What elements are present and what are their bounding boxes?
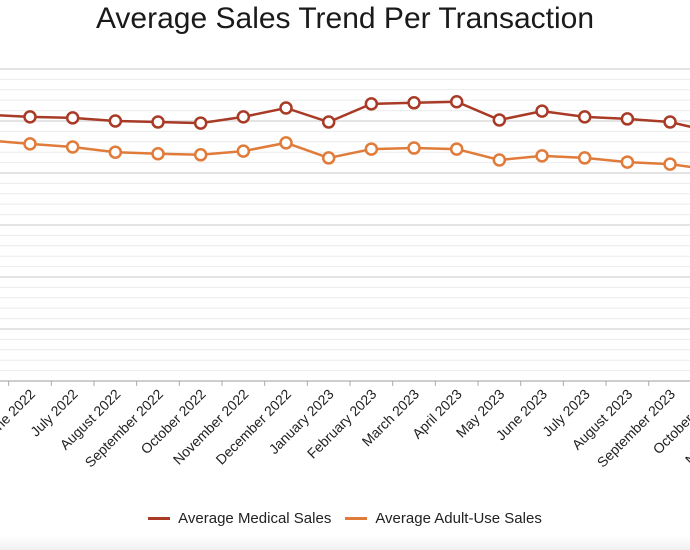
series-line-medical [0, 100, 690, 128]
data-point [492, 153, 507, 167]
x-tick-label: December 2022 [212, 386, 294, 468]
data-point [407, 141, 421, 155]
data-point [65, 111, 80, 125]
x-tick-label: November 2022 [170, 386, 252, 468]
data-point [108, 114, 123, 128]
data-point [535, 104, 549, 118]
data-point [663, 157, 677, 171]
bottom-shadow [0, 536, 690, 550]
data-point [449, 142, 464, 156]
data-point [65, 140, 80, 154]
data-point [577, 151, 592, 165]
data-point [663, 115, 677, 129]
x-tick-label: September 2023 [594, 386, 679, 471]
data-point [620, 112, 635, 126]
legend-item-adult-use[interactable]: Average Adult-Use Sales [345, 510, 542, 527]
data-point [321, 151, 336, 165]
data-point [108, 145, 123, 159]
data-point [577, 110, 592, 124]
legend-item-medical[interactable]: Average Medical Sales [148, 510, 331, 527]
data-point [279, 136, 293, 150]
legend-label: Average Adult-Use Sales [375, 510, 542, 527]
legend-label: Average Medical Sales [178, 510, 332, 527]
data-point [535, 149, 549, 163]
data-point [364, 97, 379, 111]
data-point [23, 110, 37, 124]
data-point [449, 95, 464, 109]
data-point [193, 148, 208, 162]
data-point [151, 147, 165, 161]
series-lines [0, 95, 690, 171]
data-point [279, 101, 293, 115]
legend-swatch [148, 517, 171, 520]
gridlines [0, 68, 690, 372]
data-point [364, 142, 379, 156]
x-axis [0, 380, 690, 386]
data-point [23, 137, 37, 151]
data-point [236, 144, 251, 158]
data-point [492, 113, 507, 127]
data-point [236, 110, 251, 124]
x-tick-label: September 2022 [82, 386, 167, 471]
chart-title: Average Sales Trend Per Transaction [95, 2, 595, 35]
data-point [321, 115, 336, 129]
data-point [151, 115, 165, 129]
legend-swatch [345, 517, 368, 520]
legend: Average Medical Sales Average Adult-Use … [0, 510, 690, 527]
data-point [193, 116, 208, 130]
data-point [620, 155, 635, 169]
series-line-adult-use [0, 140, 690, 169]
data-point [407, 96, 421, 110]
